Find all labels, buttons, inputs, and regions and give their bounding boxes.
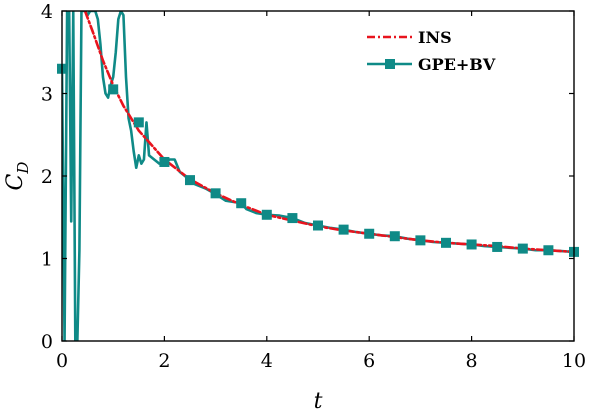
- y-tick-label: 4: [41, 1, 53, 23]
- y-tick-label: 1: [41, 249, 53, 271]
- x-tick-label: 10: [562, 350, 586, 372]
- x-tick-label: 2: [158, 350, 170, 372]
- series-marker-gpe-bv: [543, 245, 554, 256]
- legend-label-ins: INS: [418, 28, 452, 47]
- legend-marker-gpe-bv: [385, 59, 395, 69]
- plot-area: [62, 11, 574, 341]
- series-line-ins: [83, 11, 574, 254]
- legend-label-gpe-bv: GPE+BV: [418, 55, 496, 74]
- series-marker-gpe-bv: [441, 237, 451, 248]
- series-marker-gpe-bv: [338, 224, 349, 235]
- series-marker-gpe-bv: [133, 117, 144, 128]
- series-marker-gpe-bv: [517, 243, 528, 254]
- y-axis-label: CD: [3, 162, 32, 191]
- x-tick-label: 0: [56, 350, 68, 372]
- series-marker-gpe-bv: [108, 84, 119, 95]
- series-marker-gpe-bv: [159, 156, 170, 167]
- legend: INS GPE+BV: [367, 28, 496, 74]
- series-marker-gpe-bv: [236, 198, 247, 209]
- y-tick-label: 3: [41, 84, 53, 106]
- series-marker-gpe-bv: [466, 239, 477, 250]
- series-marker-gpe-bv: [261, 209, 272, 220]
- svg-text:CD: CD: [3, 162, 32, 191]
- series-marker-gpe-bv: [492, 241, 503, 252]
- series-marker-gpe-bv: [185, 175, 195, 186]
- series-marker-gpe-bv: [389, 231, 400, 242]
- x-tick-label: 6: [363, 350, 375, 372]
- y-tick-label: 0: [41, 331, 53, 353]
- series-marker-gpe-bv: [415, 235, 426, 246]
- x-tick-label: 8: [466, 350, 478, 372]
- series-marker-gpe-bv: [313, 220, 323, 231]
- x-tick-label: 4: [261, 350, 273, 372]
- series-marker-gpe-bv: [364, 228, 375, 239]
- series-marker-gpe-bv: [210, 188, 221, 199]
- x-axis-label: t: [314, 389, 323, 414]
- series-marker-gpe-bv: [287, 213, 298, 224]
- y-tick-label: 2: [41, 166, 53, 188]
